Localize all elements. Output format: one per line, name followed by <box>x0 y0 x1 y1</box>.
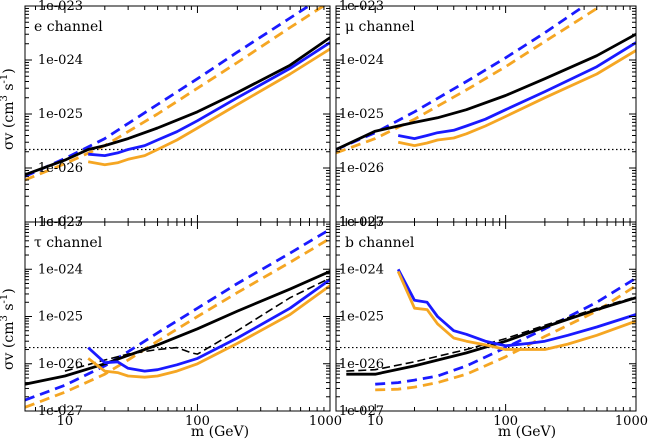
x-tick-label: 1000 <box>615 414 648 429</box>
y-tick-label: 1e-024 <box>339 53 384 68</box>
ylabel-minus1: -1 <box>0 294 10 304</box>
y-tick-label: 1e-025 <box>339 107 384 122</box>
ylabel-s: s <box>1 83 17 95</box>
series-orange-solid <box>87 47 330 167</box>
x-tick-label: 100 <box>493 414 518 429</box>
y-tick-label: 1e-023 <box>339 215 384 230</box>
y-tick-label: 1e-026 <box>339 161 384 176</box>
y-tick-label: 1e-023 <box>38 215 83 230</box>
y-tick-label: 1e-027 <box>38 404 83 419</box>
panel-3: 1e-027 1e-026 1e-025 1e-024 1e-023 10 100 1000 τ… <box>24 215 342 429</box>
series-blue-dashed <box>25 228 330 402</box>
ylabel-close: ) <box>1 288 17 293</box>
series-black-solid <box>346 296 636 376</box>
y-tick-label: 1e-024 <box>38 53 83 68</box>
panel-label: e channel <box>34 19 103 35</box>
series-orange-solid <box>396 270 636 351</box>
series-blue-solid <box>396 268 636 348</box>
x-axis-label-left: m (GeV) <box>191 424 249 439</box>
series-blue-solid <box>87 278 330 373</box>
series-blue-solid <box>397 41 636 140</box>
x-tick-label: 10 <box>367 414 384 429</box>
ylabel-s: s <box>1 303 17 315</box>
ylabel-cube: 3 <box>0 95 10 101</box>
x-axis-label-right: m (GeV) <box>498 424 556 439</box>
ylabel-sigma-v: σv (cm <box>1 102 17 151</box>
series-orange-solid <box>87 284 330 379</box>
panel-plot-area <box>336 6 636 155</box>
panel-plot-area <box>25 6 330 182</box>
y-tick-label: 1e-026 <box>38 161 83 176</box>
series-orange-dashed <box>25 237 330 409</box>
y-axis-label-top: σv (cm3 s-1) <box>0 68 17 150</box>
panel-plot-area <box>336 268 636 392</box>
series-blue-solid <box>88 41 330 157</box>
svg-text:σv (cm3 s-1): σv (cm3 s-1) <box>0 288 17 370</box>
series-orange-solid <box>397 49 636 147</box>
y-tick-label: 1e-023 <box>339 0 384 14</box>
ylabel-close: ) <box>1 68 17 73</box>
series-black-solid <box>25 36 330 177</box>
y-tick-label: 1e-025 <box>38 310 83 325</box>
y-tick-label: 1e-024 <box>339 262 384 277</box>
series-orange-dashed <box>336 6 604 155</box>
series-black-dashed <box>64 277 330 372</box>
y-tick-label: 1e-024 <box>38 262 83 277</box>
y-tick-label: 1e-026 <box>38 357 83 372</box>
y-axis-label-bottom: σv (cm3 s-1) <box>0 288 17 370</box>
series-black-solid <box>25 270 330 386</box>
series-orange-dashed <box>25 6 326 182</box>
panel-label: τ channel <box>34 235 103 251</box>
x-tick-label: 10 <box>57 414 74 429</box>
y-tick-label: 1e-023 <box>38 0 83 14</box>
svg-text:σv (cm3 s-1): σv (cm3 s-1) <box>0 68 17 150</box>
y-tick-label: 1e-027 <box>339 404 384 419</box>
panel-4: 1e-027 1e-026 1e-025 1e-024 1e-023 10 100 1000 b… <box>335 215 648 429</box>
y-tick-label: 1e-025 <box>339 310 384 325</box>
panel-plot-area <box>25 228 330 409</box>
x-tick-label: 100 <box>185 414 210 429</box>
panel-label: b channel <box>345 235 415 251</box>
y-tick-label: 1e-025 <box>38 107 83 122</box>
y-tick-label: 1e-026 <box>339 357 384 372</box>
series-blue-dashed <box>25 6 312 178</box>
x-tick-label: 1000 <box>309 414 342 429</box>
series-blue-dashed <box>336 6 585 151</box>
series-black-dashed <box>346 296 636 372</box>
ylabel-sigma-v: σv (cm <box>1 322 17 371</box>
series-blue-dashed <box>375 276 636 386</box>
series-black-solid <box>336 32 636 151</box>
ylabel-minus1: -1 <box>0 74 10 84</box>
ylabel-cube: 3 <box>0 315 10 321</box>
panel-label: μ channel <box>345 19 415 35</box>
